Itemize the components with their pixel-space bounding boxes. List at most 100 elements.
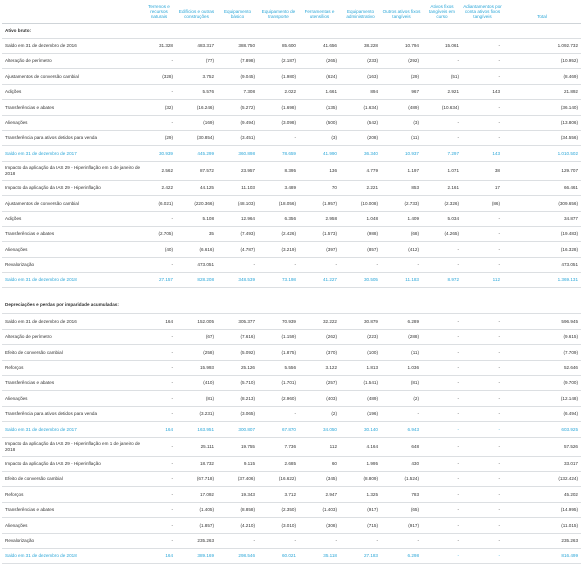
total-cell: (19.483) <box>503 226 581 243</box>
value-cell: 483.317 <box>176 38 217 55</box>
value-cell: - <box>258 130 299 147</box>
value-cell: 15.061 <box>422 38 462 55</box>
row-label: Transferência para ativos detidos para v… <box>2 130 142 147</box>
value-cell: 10.794 <box>381 38 422 55</box>
value-cell: (258) <box>176 344 217 361</box>
value-cell: - <box>422 313 462 330</box>
value-cell: (2.187) <box>258 53 299 70</box>
value-cell: - <box>142 517 176 534</box>
value-cell: 143 <box>462 145 503 162</box>
value-cell: 6.298 <box>381 548 422 565</box>
value-cell: (1.573) <box>299 226 340 243</box>
value-cell: (917) <box>381 517 422 534</box>
value-cell: (3) <box>299 130 340 147</box>
row-label: Saldo em 31 de dezembro de 2018 <box>2 548 142 565</box>
value-cell: 8.972 <box>422 272 462 289</box>
value-cell: - <box>462 241 503 258</box>
value-cell: - <box>462 53 503 70</box>
value-cell: (67.718) <box>176 471 217 488</box>
value-cell: - <box>422 456 462 472</box>
value-cell: (169) <box>176 115 217 131</box>
total-cell: (14.995) <box>503 502 581 519</box>
value-cell: - <box>422 548 462 565</box>
row-label: Saldo em 31 de dezembro de 2017 <box>2 145 142 162</box>
value-cell: (29) <box>142 130 176 147</box>
value-cell: 828.208 <box>176 272 217 289</box>
value-cell: (16.246) <box>176 99 217 116</box>
value-cell: 164 <box>142 548 176 565</box>
value-cell: 783 <box>381 486 422 503</box>
value-cell: - <box>422 375 462 392</box>
row-label: Impacto da aplicação da IAS 29 - Hiperin… <box>2 161 142 181</box>
value-cell: 853 <box>381 180 422 197</box>
value-cell: - <box>142 533 176 549</box>
value-cell: 41.227 <box>299 272 340 289</box>
value-cell: (196) <box>340 406 381 423</box>
total-cell: (36.140) <box>503 99 581 116</box>
value-cell: - <box>142 360 176 377</box>
value-cell: (4.210) <box>217 517 258 534</box>
value-cell: (328) <box>142 68 176 85</box>
value-cell: (10.008) <box>340 195 381 212</box>
value-cell: (220.366) <box>176 195 217 212</box>
value-cell: - <box>422 257 462 274</box>
value-cell: (9.494) <box>217 115 258 131</box>
value-cell: (9.045) <box>217 68 258 85</box>
table-row: Alienações - (81) (8.213) (2.960) (403) (489)(… <box>2 390 581 407</box>
row-label: Transferências e abates <box>2 226 142 243</box>
table-row: Saldo em 31 de dezembro de 2016 164 152.00… <box>2 313 581 330</box>
row-label: Revalorização <box>2 533 142 549</box>
value-cell: 112 <box>462 272 503 289</box>
value-cell: 34.050 <box>299 421 340 438</box>
value-cell: - <box>422 533 462 549</box>
row-label: Saldo em 31 de dezembro de 2016 <box>2 313 142 330</box>
value-cell: - <box>422 406 462 423</box>
total-cell: (8.469) <box>503 68 581 85</box>
value-cell: (1.698) <box>258 99 299 116</box>
value-cell: (223) <box>340 329 381 346</box>
row-label: Transferências e abates <box>2 99 142 116</box>
table-row: Adições -5.576 7.308 2.022 1.661 894 967 2.921 1… <box>2 84 581 101</box>
row-label: Transferência para ativos detidos para v… <box>2 406 142 423</box>
value-cell: (37.406) <box>217 471 258 488</box>
value-cell: - <box>258 257 299 274</box>
value-cell: (257) <box>299 375 340 392</box>
value-cell: - <box>422 115 462 131</box>
value-cell: (3.098) <box>258 115 299 131</box>
value-cell: (30.854) <box>176 130 217 147</box>
value-cell: 1.071 <box>422 161 462 181</box>
value-cell: (11) <box>381 344 422 361</box>
column-header: Equipamento administrativo <box>340 2 381 24</box>
table-row: Saldo em 31 de dezembro de 2016 31.328 483… <box>2 38 581 55</box>
total-cell: 45.202 <box>503 486 581 503</box>
value-cell: (32) <box>142 99 176 116</box>
value-cell: - <box>142 344 176 361</box>
value-cell: - <box>258 406 299 423</box>
value-cell: (77) <box>176 53 217 70</box>
value-cell: (1.857) <box>176 517 217 534</box>
value-cell: - <box>462 130 503 147</box>
value-cell: 36.340 <box>340 145 381 162</box>
value-cell: - <box>462 68 503 85</box>
value-cell: (489) <box>340 390 381 407</box>
value-cell: - <box>142 115 176 131</box>
total-cell: (9.615) <box>503 329 581 346</box>
value-cell: - <box>462 313 503 330</box>
value-cell: (7.493) <box>217 226 258 243</box>
value-cell: (2.705) <box>142 226 176 243</box>
value-cell: (2.326) <box>422 195 462 212</box>
value-cell: 388.750 <box>217 38 258 55</box>
value-cell: 70.939 <box>258 313 299 330</box>
value-cell: 3.752 <box>176 68 217 85</box>
value-cell: 112 <box>299 437 340 457</box>
section-title: Ativo bruto: <box>2 23 142 39</box>
table-row: Ajustamentos de conversão cambial (328) 3.… <box>2 68 581 85</box>
value-cell: (917) <box>340 502 381 519</box>
value-cell: 152.005 <box>176 313 217 330</box>
table-row: Efeito de conversão cambial - (258) (5.092)… <box>2 344 581 361</box>
value-cell: 31.328 <box>142 38 176 55</box>
section-spacer <box>2 288 581 296</box>
total-cell: (16.328) <box>503 241 581 258</box>
row-label: Impacto da aplicação da IAS 29 - Hiperin… <box>2 437 142 457</box>
value-cell: 6.289 <box>381 313 422 330</box>
